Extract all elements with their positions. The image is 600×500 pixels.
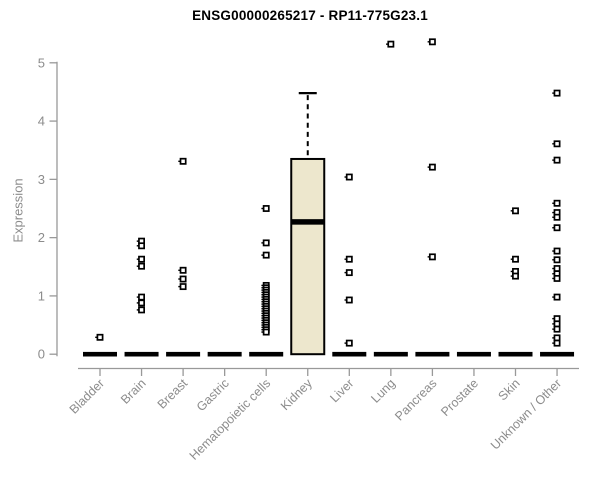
zero-box [415,351,450,357]
zero-box [124,351,159,357]
outlier-point [138,242,145,250]
y-tick-label: 1 [38,288,45,303]
zero-box [166,351,201,357]
outlier-point [262,205,270,212]
outlier-point [262,328,270,336]
outlier-point [345,255,353,263]
outlier-point [262,239,270,247]
category-label: Liver [327,376,356,405]
y-tick-label: 2 [38,230,45,245]
zero-box [540,351,575,357]
category-label: Pancreas [392,376,439,423]
category-label: Prostate [438,376,481,419]
y-tick-label: 3 [38,172,45,187]
outlier-point [553,224,561,232]
outlier-point [553,274,561,282]
outlier-point [553,339,561,347]
category-label: Skin [496,376,523,403]
outlier-point [179,157,187,165]
box-kidney [290,157,326,356]
outlier-point [138,306,145,314]
zero-box [373,351,408,357]
outlier-point [553,247,561,255]
outlier-point [553,199,561,207]
zero-box [332,351,367,357]
zero-box [249,351,284,357]
zero-box [456,351,491,357]
outlier-point [138,262,145,270]
outlier-point [553,256,561,264]
chart-title: ENSG00000265217 - RP11-775G23.1 [192,8,428,23]
category-label: Gastric [194,376,232,414]
outlier-point [138,255,145,263]
category-label: Unknown / Other [488,376,564,452]
y-tick-label: 0 [38,347,45,362]
y-tick-label: 5 [38,55,45,70]
y-tick-label: 4 [38,114,45,129]
outlier-point [553,156,561,164]
outlier-point [179,283,187,291]
outlier-point [553,325,561,333]
category-label: Brain [118,376,149,407]
outlier-point [345,296,353,304]
outlier-point [553,89,561,97]
category-label: Hematopoietic cells [187,376,274,463]
outlier-point [428,253,436,261]
category-label: Lung [368,376,398,406]
outlier-point [138,293,145,301]
category-label: Bladder [67,376,107,416]
median-line [291,219,325,225]
outlier-point [345,269,353,277]
outlier-point [179,266,187,274]
outlier-point [428,38,436,46]
outlier-point [553,213,561,221]
outlier-point [428,163,436,171]
outlier-point [512,207,519,215]
zero-box [83,351,117,357]
outlier-point [138,299,145,307]
category-label: Kidney [278,376,315,413]
outlier-point [262,251,270,259]
outlier-point [96,333,104,341]
outlier-point [387,40,395,48]
zero-box [207,351,242,357]
outlier-point [553,293,561,301]
outlier-point [512,272,519,280]
outlier-point [345,173,353,181]
outlier-point [512,255,519,263]
zero-box [498,351,533,357]
outlier-point [345,339,353,347]
outlier-point [553,140,561,148]
outlier-point [179,275,187,283]
category-label: Breast [155,376,191,412]
